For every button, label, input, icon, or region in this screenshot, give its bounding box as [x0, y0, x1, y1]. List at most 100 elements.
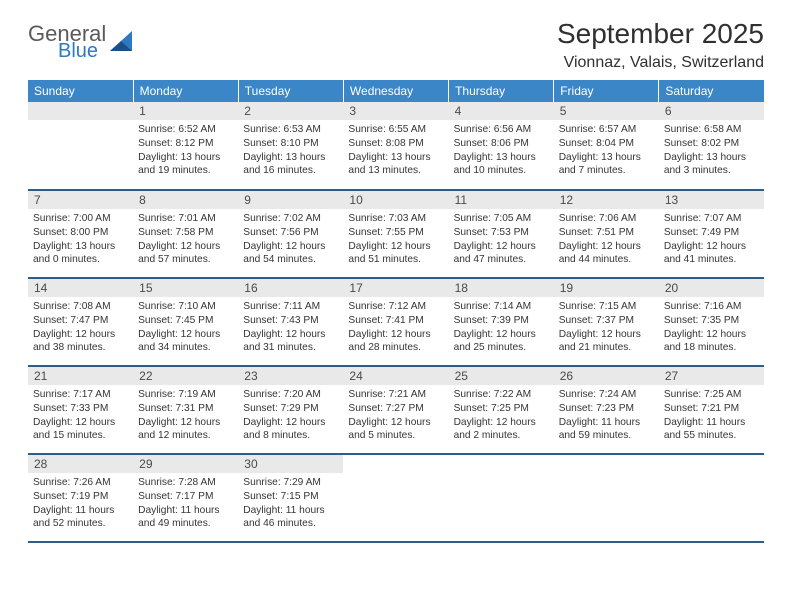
daylight-line: Daylight: 13 hours and 10 minutes. [454, 151, 549, 179]
daylight-line: Daylight: 12 hours and 25 minutes. [454, 328, 549, 356]
day-info: Sunrise: 6:52 AMSunset: 8:12 PMDaylight:… [133, 120, 238, 182]
day-number: 21 [28, 367, 133, 385]
day-info: Sunrise: 6:55 AMSunset: 8:08 PMDaylight:… [343, 120, 448, 182]
day-number: 22 [133, 367, 238, 385]
day-header: Wednesday [343, 80, 448, 102]
calendar-cell: 27Sunrise: 7:25 AMSunset: 7:21 PMDayligh… [659, 366, 764, 454]
sunset-line: Sunset: 8:04 PM [559, 137, 654, 151]
calendar-cell: 1Sunrise: 6:52 AMSunset: 8:12 PMDaylight… [133, 102, 238, 190]
sunset-line: Sunset: 7:51 PM [559, 226, 654, 240]
sunset-line: Sunset: 7:17 PM [138, 490, 233, 504]
sunrise-line: Sunrise: 7:29 AM [243, 476, 338, 490]
sail-icon [110, 29, 136, 53]
sunset-line: Sunset: 7:58 PM [138, 226, 233, 240]
day-header: Saturday [659, 80, 764, 102]
sunset-line: Sunset: 8:10 PM [243, 137, 338, 151]
sunrise-line: Sunrise: 7:14 AM [454, 300, 549, 314]
calendar-week: 1Sunrise: 6:52 AMSunset: 8:12 PMDaylight… [28, 102, 764, 190]
sunset-line: Sunset: 7:55 PM [348, 226, 443, 240]
sunrise-line: Sunrise: 6:52 AM [138, 123, 233, 137]
sunrise-line: Sunrise: 7:22 AM [454, 388, 549, 402]
brand-text: General Blue [28, 24, 106, 61]
calendar-cell: 30Sunrise: 7:29 AMSunset: 7:15 PMDayligh… [238, 454, 343, 542]
daylight-line: Daylight: 13 hours and 13 minutes. [348, 151, 443, 179]
calendar-cell: 10Sunrise: 7:03 AMSunset: 7:55 PMDayligh… [343, 190, 448, 278]
calendar-week: 14Sunrise: 7:08 AMSunset: 7:47 PMDayligh… [28, 278, 764, 366]
day-info: Sunrise: 6:53 AMSunset: 8:10 PMDaylight:… [238, 120, 343, 182]
calendar-cell: 7Sunrise: 7:00 AMSunset: 8:00 PMDaylight… [28, 190, 133, 278]
day-info: Sunrise: 7:25 AMSunset: 7:21 PMDaylight:… [659, 385, 764, 447]
calendar-cell: 23Sunrise: 7:20 AMSunset: 7:29 PMDayligh… [238, 366, 343, 454]
calendar-cell [554, 454, 659, 542]
day-number: 26 [554, 367, 659, 385]
day-number: 16 [238, 279, 343, 297]
day-number: 6 [659, 102, 764, 120]
calendar-cell: 8Sunrise: 7:01 AMSunset: 7:58 PMDaylight… [133, 190, 238, 278]
calendar-week: 21Sunrise: 7:17 AMSunset: 7:33 PMDayligh… [28, 366, 764, 454]
day-info: Sunrise: 7:11 AMSunset: 7:43 PMDaylight:… [238, 297, 343, 359]
day-info: Sunrise: 7:26 AMSunset: 7:19 PMDaylight:… [28, 473, 133, 535]
sunrise-line: Sunrise: 7:28 AM [138, 476, 233, 490]
day-number: 3 [343, 102, 448, 120]
day-number: 30 [238, 455, 343, 473]
daylight-line: Daylight: 12 hours and 31 minutes. [243, 328, 338, 356]
day-info: Sunrise: 7:05 AMSunset: 7:53 PMDaylight:… [449, 209, 554, 271]
day-info: Sunrise: 7:20 AMSunset: 7:29 PMDaylight:… [238, 385, 343, 447]
sunrise-line: Sunrise: 7:07 AM [664, 212, 759, 226]
day-header: Friday [554, 80, 659, 102]
sunset-line: Sunset: 7:49 PM [664, 226, 759, 240]
calendar-cell: 5Sunrise: 6:57 AMSunset: 8:04 PMDaylight… [554, 102, 659, 190]
day-info: Sunrise: 6:58 AMSunset: 8:02 PMDaylight:… [659, 120, 764, 182]
sunrise-line: Sunrise: 7:20 AM [243, 388, 338, 402]
day-info: Sunrise: 7:03 AMSunset: 7:55 PMDaylight:… [343, 209, 448, 271]
empty-daynum-bar [28, 102, 133, 120]
day-number: 9 [238, 191, 343, 209]
day-info: Sunrise: 6:57 AMSunset: 8:04 PMDaylight:… [554, 120, 659, 182]
day-number: 28 [28, 455, 133, 473]
daylight-line: Daylight: 12 hours and 18 minutes. [664, 328, 759, 356]
sunset-line: Sunset: 7:29 PM [243, 402, 338, 416]
sunset-line: Sunset: 7:25 PM [454, 402, 549, 416]
sunset-line: Sunset: 7:45 PM [138, 314, 233, 328]
daylight-line: Daylight: 12 hours and 44 minutes. [559, 240, 654, 268]
calendar-cell: 18 Sunrise: 7:14 AMSunset: 7:39 PMDayligh… [449, 278, 554, 366]
daylight-line: Daylight: 13 hours and 16 minutes. [243, 151, 338, 179]
calendar-cell: 17Sunrise: 7:12 AMSunset: 7:41 PMDayligh… [343, 278, 448, 366]
sunrise-line: Sunrise: 7:25 AM [664, 388, 759, 402]
daylight-line: Daylight: 12 hours and 2 minutes. [454, 416, 549, 444]
day-info: Sunrise: 7:01 AMSunset: 7:58 PMDaylight:… [133, 209, 238, 271]
day-header: Sunday [28, 80, 133, 102]
sunrise-line: Sunrise: 7:08 AM [33, 300, 128, 314]
sunrise-line: Sunrise: 7:16 AM [664, 300, 759, 314]
sunrise-line: Sunrise: 6:56 AM [454, 123, 549, 137]
calendar-cell: 11Sunrise: 7:05 AMSunset: 7:53 PMDayligh… [449, 190, 554, 278]
day-number: 19 [554, 279, 659, 297]
sunset-line: Sunset: 7:53 PM [454, 226, 549, 240]
calendar-cell: 25Sunrise: 7:22 AMSunset: 7:25 PMDayligh… [449, 366, 554, 454]
daylight-line: Daylight: 12 hours and 28 minutes. [348, 328, 443, 356]
sunrise-line: Sunrise: 6:53 AM [243, 123, 338, 137]
sunset-line: Sunset: 7:39 PM [454, 314, 549, 328]
day-header-row: SundayMondayTuesdayWednesdayThursdayFrid… [28, 80, 764, 102]
month-title: September 2025 [557, 18, 764, 50]
day-number: 1 [133, 102, 238, 120]
sunset-line: Sunset: 7:31 PM [138, 402, 233, 416]
title-block: September 2025 Vionnaz, Valais, Switzerl… [557, 18, 764, 72]
calendar-table: SundayMondayTuesdayWednesdayThursdayFrid… [28, 80, 764, 543]
day-number: 29 [133, 455, 238, 473]
calendar-head: SundayMondayTuesdayWednesdayThursdayFrid… [28, 80, 764, 102]
calendar-cell [343, 454, 448, 542]
daylight-line: Daylight: 11 hours and 46 minutes. [243, 504, 338, 532]
page: General Blue September 2025 Vionnaz, Val… [0, 0, 792, 553]
daylight-line: Daylight: 12 hours and 12 minutes. [138, 416, 233, 444]
sunrise-line: Sunrise: 7:10 AM [138, 300, 233, 314]
sunset-line: Sunset: 7:35 PM [664, 314, 759, 328]
day-info: Sunrise: 7:08 AMSunset: 7:47 PMDaylight:… [28, 297, 133, 359]
sunrise-line: Sunrise: 7:05 AM [454, 212, 549, 226]
day-number: 18 [449, 279, 554, 297]
day-header: Monday [133, 80, 238, 102]
daylight-line: Daylight: 12 hours and 15 minutes. [33, 416, 128, 444]
sunset-line: Sunset: 7:47 PM [33, 314, 128, 328]
day-info: Sunrise: 7:16 AMSunset: 7:35 PMDaylight:… [659, 297, 764, 359]
daylight-line: Daylight: 13 hours and 19 minutes. [138, 151, 233, 179]
